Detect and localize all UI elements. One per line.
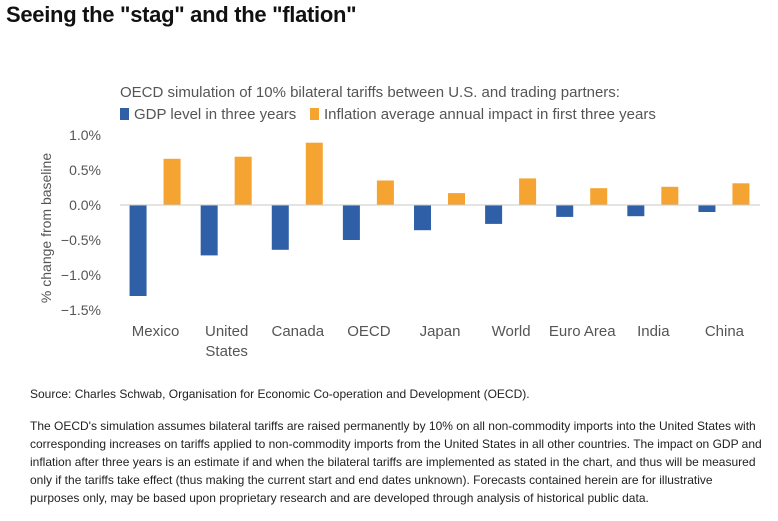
x-tick-label: United States: [205, 323, 248, 360]
bar-inflation: [234, 156, 252, 205]
chart-title: OECD simulation of 10% bilateral tariffs…: [120, 84, 620, 101]
x-labels: Mexico United States Canada OECD Japan World Eu…: [132, 323, 745, 360]
legend-swatch-inflation: [310, 108, 319, 120]
x-tick-label: World: [492, 323, 531, 340]
bar-inflation: [519, 178, 537, 205]
y-tick-label: 0.0%: [69, 197, 101, 213]
bar-gdp: [485, 205, 503, 224]
y-tick-label: −1.0%: [61, 267, 101, 283]
y-tick-label: −1.5%: [61, 302, 101, 318]
bar-gdp: [271, 205, 289, 250]
bar-gdp: [414, 205, 431, 231]
legend: GDP level in three years Inflation avera…: [120, 106, 656, 123]
bar-gdp: [129, 205, 147, 296]
bar-gdp: [627, 205, 645, 217]
disclaimer-text: The OECD's simulation assumes bilateral …: [30, 419, 762, 505]
source-text: Source: Charles Schwab, Organisation for…: [30, 387, 530, 401]
x-tick-label: OECD: [347, 323, 391, 340]
bar-gdp: [698, 205, 716, 212]
bar-inflation: [305, 142, 323, 205]
chart: OECD simulation of 10% bilateral tariffs…: [38, 84, 760, 360]
y-tick-label: −0.5%: [61, 232, 101, 248]
bar-inflation: [448, 193, 465, 205]
bar-inflation: [376, 180, 394, 205]
x-tick-label: Mexico: [132, 323, 180, 340]
x-tick-label: India: [637, 323, 670, 340]
bar-inflation: [732, 183, 750, 205]
bar-inflation: [590, 188, 608, 205]
x-tick-label: Canada: [272, 323, 325, 340]
y-tick-label: 1.0%: [69, 127, 101, 143]
bar-gdp: [200, 205, 218, 256]
x-tick-label: Euro Area: [549, 323, 616, 340]
bar-inflation: [163, 158, 181, 205]
x-tick-label: China: [705, 323, 745, 340]
page-title: Seeing the "stag" and the "flation": [6, 2, 357, 27]
legend-swatch-gdp: [120, 108, 129, 120]
y-tick-label: 0.5%: [69, 162, 101, 178]
bar-inflation: [661, 186, 679, 205]
legend-label-inflation: Inflation average annual impact in first…: [324, 106, 656, 123]
legend-label-gdp: GDP level in three years: [134, 106, 296, 123]
y-axis-label: % change from baseline: [38, 153, 54, 303]
bar-gdp: [556, 205, 574, 217]
bars: [129, 142, 750, 296]
y-ticks: 1.0% 0.5% 0.0% −0.5% −1.0% −1.5%: [61, 127, 101, 318]
x-tick-label: Japan: [420, 323, 461, 340]
bar-gdp: [342, 205, 360, 240]
